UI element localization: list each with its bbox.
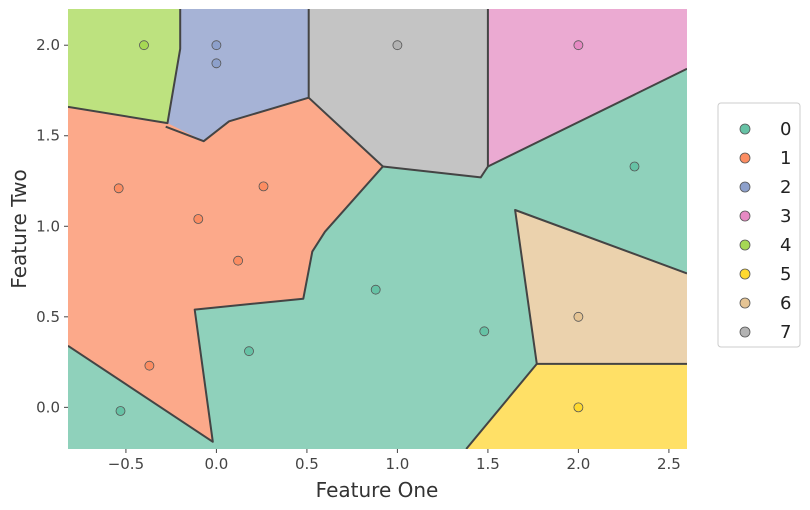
- y-axis-ticks: 0.0 0.5 1.0 1.5 2.0: [36, 36, 68, 416]
- legend-marker-0: [739, 123, 751, 135]
- decision-region-class-7: [308, 9, 488, 178]
- data-point-class-1: [113, 183, 124, 194]
- decision-boundary-line: [68, 9, 182, 125]
- legend-label-6: 6: [780, 293, 791, 314]
- legend-frame: [717, 102, 801, 348]
- data-point-class-1: [258, 181, 269, 192]
- data-point-class-0: [629, 161, 640, 172]
- data-point-class-0: [370, 284, 381, 295]
- legend-marker-6: [739, 297, 751, 309]
- decision-boundary-line: [465, 363, 538, 449]
- data-point-class-5: [573, 402, 584, 413]
- data-point-class-2: [211, 40, 222, 51]
- plot-area: [68, 9, 687, 449]
- decision-region-class-6: [515, 210, 687, 364]
- legend-label-5: 5: [780, 264, 791, 285]
- data-point-class-3: [573, 40, 584, 51]
- y-tick-label: 0.5: [36, 308, 60, 326]
- legend-label-3: 3: [780, 206, 791, 227]
- decision-boundary-line: [514, 209, 687, 365]
- y-tick-label: 1.0: [36, 217, 60, 235]
- legend-label-1: 1: [780, 148, 791, 169]
- data-point-class-2: [211, 58, 222, 69]
- data-point-class-0: [115, 406, 126, 416]
- decision-boundary-line: [68, 9, 384, 443]
- x-tick-label: 0.5: [295, 455, 319, 473]
- x-tick-label: 1.5: [476, 455, 500, 473]
- decision-boundary-line: [382, 9, 489, 179]
- x-tick-label: −0.5: [108, 455, 144, 473]
- x-tick-label: 1.0: [385, 455, 409, 473]
- data-point-class-1: [144, 360, 155, 371]
- x-tick-label: 2.0: [566, 455, 590, 473]
- legend-marker-7: [739, 326, 751, 338]
- decision-boundary-line: [487, 67, 687, 168]
- x-tick-label: 2.5: [657, 455, 681, 473]
- legend-label-7: 7: [780, 322, 791, 343]
- y-tick-label: 1.5: [36, 127, 60, 145]
- legend: 0 1 2 3 4 5 6 7: [717, 102, 801, 348]
- legend-marker-5: [739, 268, 751, 280]
- legend-label-4: 4: [780, 235, 791, 256]
- decision-region-class-3: [487, 9, 687, 167]
- x-axis-label: Feature One: [316, 478, 439, 502]
- y-axis-label: Feature Two: [7, 169, 31, 288]
- legend-marker-3: [739, 210, 751, 222]
- data-point-class-0: [244, 346, 254, 357]
- data-point-class-6: [573, 311, 584, 322]
- x-axis-ticks: −0.5 0.0 0.5 1.0 1.5 2.0 2.5: [108, 449, 681, 473]
- legend-marker-2: [739, 181, 751, 193]
- data-point-class-0: [479, 326, 490, 337]
- legend-label-0: 0: [780, 119, 791, 140]
- data-point-class-4: [139, 40, 149, 51]
- data-point-class-1: [233, 255, 244, 266]
- legend-label-2: 2: [780, 177, 791, 198]
- y-tick-label: 0.0: [36, 398, 60, 416]
- decision-region-class-4: [68, 9, 181, 124]
- x-tick-label: 0.0: [204, 455, 228, 473]
- y-tick-label: 2.0: [36, 36, 60, 54]
- legend-marker-4: [739, 239, 751, 251]
- decision-region-class-1: [68, 97, 383, 442]
- data-point-class-1: [193, 214, 204, 224]
- decision-boundary-line: [165, 96, 309, 143]
- legend-marker-1: [739, 152, 751, 164]
- data-point-class-7: [392, 40, 403, 51]
